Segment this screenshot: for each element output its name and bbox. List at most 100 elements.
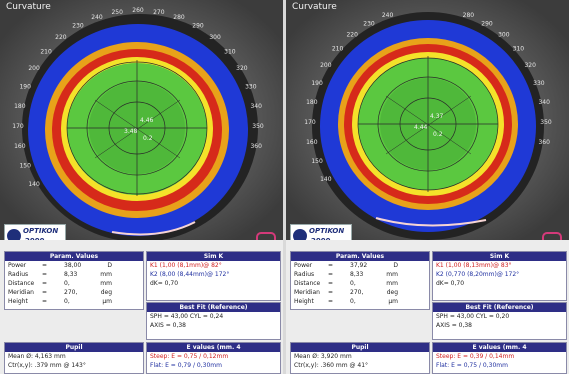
e-values-row: Flat: E = 0,79 / 0,30mm <box>150 362 222 369</box>
sim-k-row: dK= 0,70 <box>436 280 465 287</box>
curvature-map-left[interactable]: 4.46 3.48 0.2 140 150 160 170 180 190 200 210 22… <box>0 0 283 240</box>
panel-right: 4.37 4.44 0.2 140 150 160 170 180 190 200 210 22… <box>286 0 569 374</box>
meridian-tick-label: 180 <box>306 99 318 106</box>
meridian-tick-label: 320 <box>236 65 248 72</box>
param-row: Power = 37,92 D <box>294 262 398 269</box>
meridian-tick-label: 240 <box>382 12 394 19</box>
pupil-header: Pupil <box>5 343 143 352</box>
meridian-tick-label: 330 <box>245 83 257 90</box>
meridian-tick-label: 350 <box>252 123 264 130</box>
meridian-tick-label: 320 <box>524 62 536 69</box>
meridian-tick-label: 330 <box>533 80 545 87</box>
meridian-tick-label: 160 <box>306 139 318 146</box>
param-values-box: Param. Values Power = 38,00 D Radius = 8,33 mm… <box>4 251 144 310</box>
optikon-logo: OPTIKON 2000 <box>4 224 66 240</box>
sim-k-header: Sim K <box>147 252 280 261</box>
pupil-box: Pupil Mean Ø: 3,920 mm Ctr(x,y): .360 mm… <box>290 342 430 374</box>
meridian-tick-label: 150 <box>311 158 323 165</box>
meridian-tick-label: 140 <box>320 176 332 183</box>
meridian-tick-label: 230 <box>72 23 84 30</box>
param-row: Distance = 0, mm <box>294 280 398 287</box>
best-fit-box: Best Fit (Reference) SPH = 43,00 CYL = 0… <box>146 302 281 340</box>
meridian-tick-label: 280 <box>463 12 475 19</box>
param-row: Radius = 8,33 mm <box>8 271 112 278</box>
topography-svg-left: 4.46 3.48 0.2 140 150 160 170 180 190 200 21022… <box>0 0 283 240</box>
logo-disc-icon <box>293 229 307 240</box>
meridian-tick-label: 150 <box>19 163 31 170</box>
param-row: Meridian = 270, deg <box>294 289 398 296</box>
map-title: Curvature <box>292 2 337 12</box>
meridian-tick-label: 360 <box>250 143 262 150</box>
topography-svg-right: 4.37 4.44 0.2 140 150 160 170 180 190 200 21022… <box>286 0 569 240</box>
best-fit-header: Best Fit (Reference) <box>433 303 566 312</box>
meridian-tick-label: 270 <box>153 9 165 16</box>
logo-version: 2000 <box>311 237 330 240</box>
best-fit-row: SPH = 43,00 CYL = 0,20 <box>436 313 510 320</box>
sim-k-row: K2 (8,00 (8,44mm)@ 172° <box>150 271 230 278</box>
meridian-tick-label: 210 <box>332 46 344 53</box>
eye-indicator-icon[interactable] <box>542 232 562 240</box>
pupil-row: Mean Ø: 3,920 mm <box>294 353 352 360</box>
meridian-tick-label: 220 <box>346 32 358 39</box>
pupil-box: Pupil Mean Ø: 4,163 mm Ctr(x,y): .379 mm… <box>4 342 144 374</box>
center-label-1: 4.46 <box>140 117 154 124</box>
meridian-tick-label: 240 <box>91 14 103 21</box>
param-row: Radius = 8,33 mm <box>294 271 398 278</box>
logo-version: 2000 <box>25 237 44 240</box>
meridian-tick-label: 160 <box>14 143 26 150</box>
sim-k-row: K1 (1,00 (8,1mm)@ 82° <box>150 262 222 269</box>
best-fit-header: Best Fit (Reference) <box>147 303 280 312</box>
panel-left: 4.46 3.48 0.2 140 150 160 170 180 190 200 210 22… <box>0 0 283 374</box>
center-label-2: 4.44 <box>414 124 428 131</box>
e-values-row: Steep: E = 0,39 / 0,14mm <box>436 353 515 360</box>
best-fit-box: Best Fit (Reference) SPH = 43,00 CYL = 0… <box>432 302 567 340</box>
param-values-header: Param. Values <box>5 252 143 261</box>
best-fit-row: AXIS = 0,38 <box>436 322 472 329</box>
e-values-box: E values (mm. 4 Steep: E = 0,75 / 0,12mm… <box>146 342 281 374</box>
pupil-row: Mean Ø: 4,163 mm <box>8 353 66 360</box>
meridian-tick-label: 280 <box>173 14 185 21</box>
param-values-box: Param. Values Power = 37,92 D Radius = 8,33 mm… <box>290 251 430 310</box>
curvature-map-right[interactable]: 4.37 4.44 0.2 140 150 160 170 180 190 200 210 22… <box>286 0 569 240</box>
e-values-header: E values (mm. 4 <box>433 343 566 352</box>
best-fit-row: AXIS = 0,38 <box>150 322 186 329</box>
param-values-header: Param. Values <box>291 252 429 261</box>
meridian-tick-label: 300 <box>209 34 221 41</box>
logo-disc-icon <box>7 229 21 240</box>
meridian-tick-label: 350 <box>540 119 552 126</box>
sim-k-header: Sim K <box>433 252 566 261</box>
meridian-tick-label: 250 <box>111 9 123 16</box>
pupil-row: Ctr(x,y): .379 mm @ 143° <box>8 362 86 369</box>
meridian-tick-label: 190 <box>19 83 31 90</box>
param-row: Height = 0, μm <box>294 298 398 305</box>
sim-k-row: K2 (0,770 (8,20mm)@ 172° <box>436 271 520 278</box>
meridian-tick-label: 190 <box>311 80 323 87</box>
meridian-tick-label: 170 <box>12 123 24 130</box>
eye-indicator-icon[interactable] <box>256 232 276 240</box>
e-values-row: Flat: E = 0,75 / 0,30mm <box>436 362 508 369</box>
meridian-tick-label: 200 <box>28 65 40 72</box>
optikon-logo: OPTIKON 2000 <box>290 224 352 240</box>
param-row: Power = 38,00 D <box>8 262 112 269</box>
e-values-header: E values (mm. 4 <box>147 343 280 352</box>
eyelid-margin <box>111 221 196 236</box>
meridian-tick-label: 220 <box>55 34 67 41</box>
meridian-tick-label: 290 <box>192 23 204 30</box>
meridian-tick-label: 310 <box>224 48 236 55</box>
sim-k-row: K1 (1,00 (8,13mm)@ 83° <box>436 262 512 269</box>
meridian-tick-label: 300 <box>498 32 510 39</box>
sim-k-box: Sim K K1 (1,00 (8,1mm)@ 82° K2 (8,00 (8,… <box>146 251 281 301</box>
meridian-tick-label: 140 <box>28 181 40 188</box>
e-values-box: E values (mm. 4 Steep: E = 0,39 / 0,14mm… <box>432 342 567 374</box>
logo-name: OPTIKON <box>23 227 59 235</box>
center-label-2: 3.48 <box>124 128 138 135</box>
meridian-tick-label: 340 <box>250 103 262 110</box>
meridian-tick-label: 210 <box>40 48 52 55</box>
logo-name: OPTIKON <box>309 227 345 235</box>
map-title: Curvature <box>6 2 51 12</box>
param-row: Height = 0, μm <box>8 298 112 305</box>
meridian-tick-label: 260 <box>132 7 144 14</box>
best-fit-row: SPH = 43,00 CYL = 0,24 <box>150 313 224 320</box>
